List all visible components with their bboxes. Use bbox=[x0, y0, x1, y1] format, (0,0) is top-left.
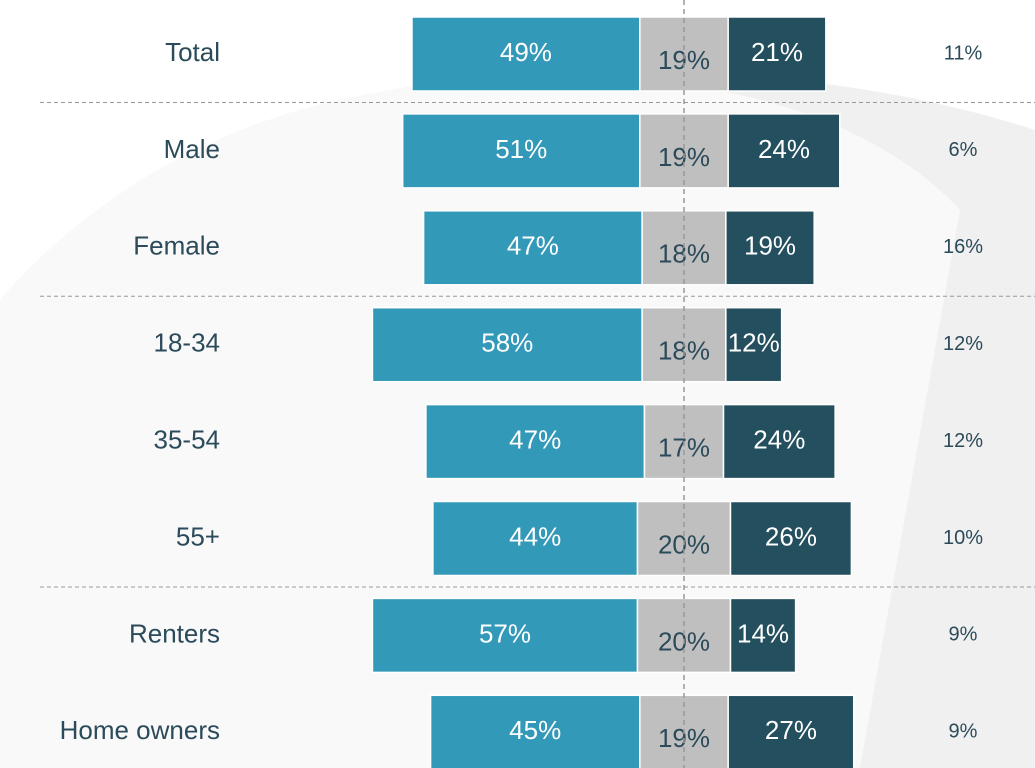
value-label: 47% bbox=[507, 231, 559, 261]
category-label: Total bbox=[165, 37, 220, 67]
bar-segment bbox=[371, 597, 639, 674]
bar-segment bbox=[371, 306, 643, 383]
bar-segment bbox=[722, 403, 836, 480]
category-label: Renters bbox=[129, 618, 220, 648]
side-value: 11% bbox=[944, 42, 983, 64]
value-label: 24% bbox=[753, 424, 805, 454]
category-label: 35-54 bbox=[154, 424, 221, 454]
value-label: 17% bbox=[658, 432, 710, 462]
value-label: 45% bbox=[509, 715, 561, 745]
value-label: 26% bbox=[765, 521, 817, 551]
value-label: 57% bbox=[479, 618, 531, 648]
bar-segment bbox=[727, 113, 841, 189]
bar-segment bbox=[725, 306, 783, 383]
value-label: 27% bbox=[765, 715, 817, 745]
value-label: 21% bbox=[751, 37, 803, 67]
bar-segment bbox=[411, 16, 641, 92]
bar-segment bbox=[401, 113, 641, 189]
bar-segment bbox=[727, 16, 827, 92]
bar-segment bbox=[422, 210, 643, 286]
value-label: 49% bbox=[500, 37, 552, 67]
category-label: 18-34 bbox=[154, 328, 221, 358]
bar-segment bbox=[725, 210, 815, 286]
side-value: 6% bbox=[949, 139, 978, 161]
value-label: 58% bbox=[481, 328, 533, 358]
bar-segment bbox=[432, 500, 639, 577]
side-value: 9% bbox=[949, 624, 978, 646]
value-label: 51% bbox=[495, 134, 547, 164]
side-value: 9% bbox=[949, 721, 978, 743]
value-label: 24% bbox=[758, 134, 810, 164]
bar-segment bbox=[729, 500, 853, 577]
value-label: 44% bbox=[509, 521, 561, 551]
category-label: Home owners bbox=[60, 715, 220, 745]
value-label: 47% bbox=[509, 424, 561, 454]
side-value: 16% bbox=[943, 236, 983, 258]
category-label: Male bbox=[164, 134, 220, 164]
side-value: 12% bbox=[943, 430, 983, 452]
bar-segment bbox=[429, 694, 641, 768]
category-label: 55+ bbox=[176, 521, 220, 551]
value-label: 12% bbox=[728, 328, 780, 358]
bar-segment bbox=[425, 403, 646, 480]
side-value: 12% bbox=[943, 333, 983, 355]
value-label: 14% bbox=[737, 618, 789, 648]
category-label: Female bbox=[133, 231, 220, 261]
bar-segment bbox=[729, 597, 797, 674]
bar-segment bbox=[727, 694, 855, 768]
value-label: 19% bbox=[744, 231, 796, 261]
side-value: 10% bbox=[943, 527, 983, 549]
